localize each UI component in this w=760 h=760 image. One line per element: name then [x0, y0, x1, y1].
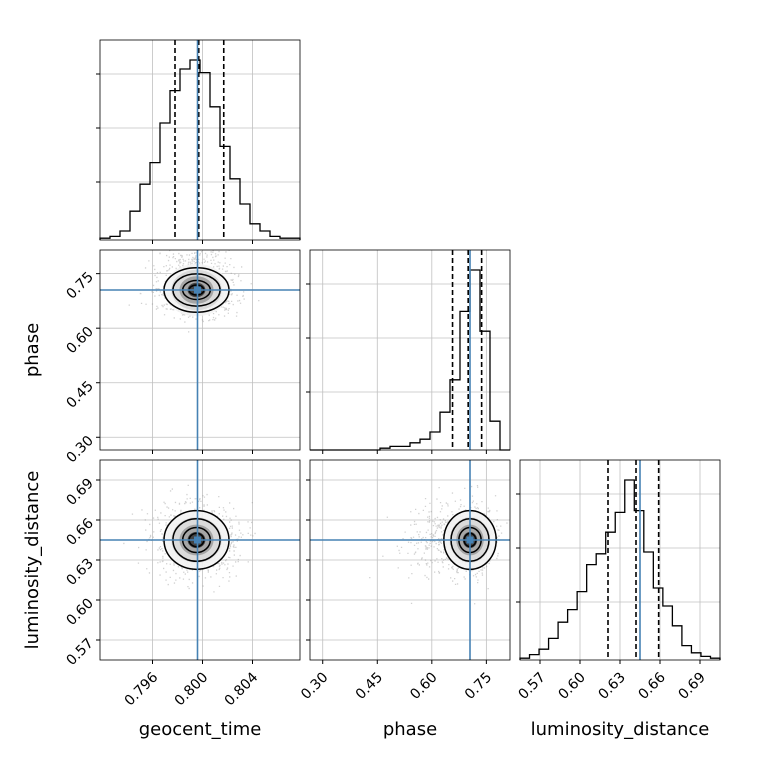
- panel-inner: [100, 460, 300, 660]
- panel-inner: [310, 460, 510, 660]
- panel-2d-geocent_time-luminosity_distance: [96, 459, 301, 664]
- x-tick-label-luminosity_distance: 0.63: [595, 670, 628, 703]
- x-tick-label-luminosity_distance: 0.60: [555, 670, 588, 703]
- panel-2d-phase-luminosity_distance: [306, 459, 511, 664]
- truth-marker: [466, 536, 474, 544]
- panel-bg: [310, 250, 510, 450]
- y-tick-label-phase: 0.75: [63, 269, 96, 302]
- panel-hist-luminosity_distance: [516, 459, 721, 664]
- y-tick-label-luminosity_distance: 0.57: [63, 636, 96, 669]
- panel-frame: [309, 459, 511, 661]
- histogram-step: [519, 479, 721, 660]
- scatter-points: [369, 485, 508, 605]
- x-tick-label-luminosity_distance: 0.69: [675, 670, 708, 703]
- x-tick-label-phase: 0.60: [407, 670, 440, 703]
- y-tick-label-luminosity_distance: 0.63: [63, 556, 96, 589]
- x-tick-label-luminosity_distance: 0.66: [635, 669, 668, 702]
- x-tick-label-geocent_time: 0.804: [222, 669, 262, 709]
- x-tick-label-luminosity_distance: 0.57: [515, 670, 548, 703]
- xlabel-luminosity-distance: luminosity_distance: [531, 719, 710, 740]
- y-tick-label-luminosity_distance: 0.69: [63, 476, 96, 509]
- panel-inner: [100, 250, 300, 450]
- x-tick-label-phase: 0.30: [298, 670, 331, 703]
- panel-frame: [99, 249, 301, 451]
- truth-marker: [194, 536, 201, 544]
- truth-marker: [194, 286, 201, 294]
- ylabel-luminosity-distance: luminosity_distance: [22, 471, 43, 650]
- x-tick-label-phase: 0.75: [462, 670, 495, 703]
- panel-frame: [99, 459, 301, 661]
- histogram-step: [99, 59, 301, 240]
- panel-2d-geocent_time-phase: [96, 249, 301, 454]
- xlabel-geocent-time: geocent_time: [139, 719, 262, 740]
- y-tick-label-phase: 0.30: [63, 433, 96, 466]
- panel-hist-geocent_time: [96, 39, 301, 244]
- x-tick-label-geocent_time: 0.796: [122, 669, 162, 709]
- y-tick-label-luminosity_distance: 0.66: [63, 515, 96, 548]
- xlabel-phase: phase: [383, 719, 437, 740]
- panel-frame: [309, 249, 511, 451]
- y-tick-label-phase: 0.45: [63, 378, 96, 411]
- panel-frame: [99, 39, 301, 241]
- panel-hist-phase: [306, 249, 511, 454]
- panel-frame: [519, 459, 721, 661]
- x-tick-label-phase: 0.45: [353, 670, 386, 703]
- x-tick-label-geocent_time: 0.800: [172, 670, 212, 710]
- ylabel-phase: phase: [22, 323, 43, 377]
- y-tick-label-luminosity_distance: 0.60: [63, 596, 96, 629]
- y-tick-label-phase: 0.60: [63, 324, 96, 357]
- panel-bg: [100, 40, 300, 240]
